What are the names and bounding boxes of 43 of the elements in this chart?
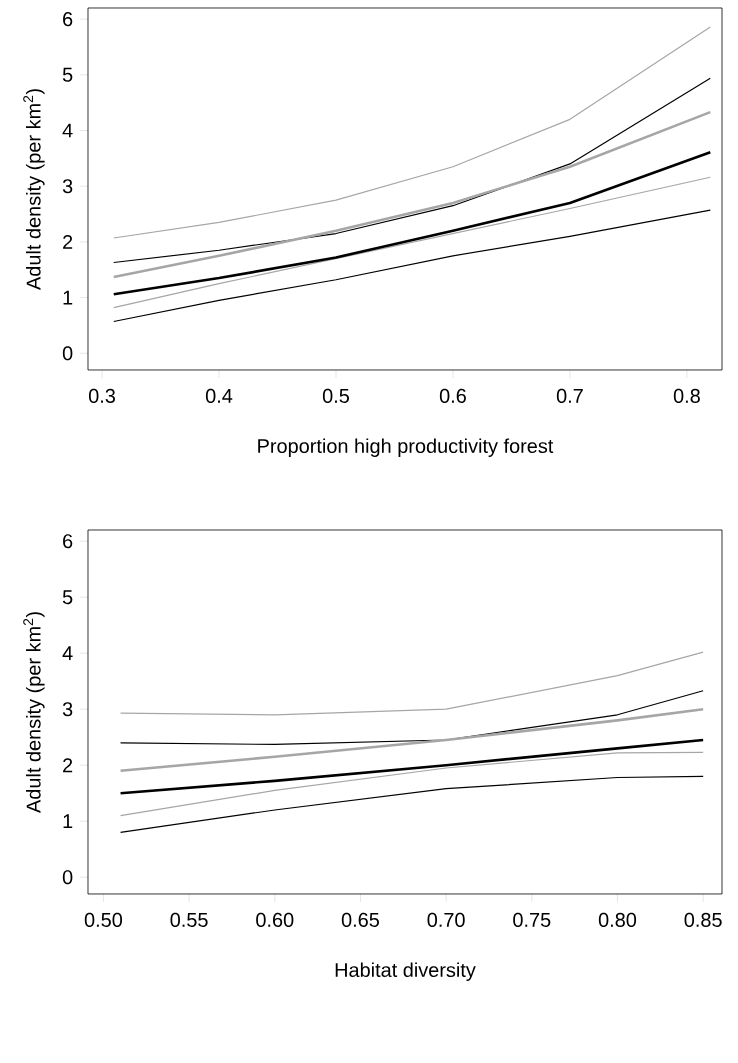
x-tick-label: 0.55: [170, 912, 208, 927]
x-axis-title: Proportion high productivity forest: [258, 438, 554, 457]
line-series: [112, 110, 712, 279]
y-tick-label: 1: [63, 814, 73, 829]
line-series: [119, 751, 704, 817]
x-tick-label: 0.75: [513, 912, 551, 927]
x-tick-label: 0.50: [84, 912, 123, 927]
x-axis-title: Habitat diversity: [335, 962, 476, 981]
line-series: [112, 150, 712, 296]
line-series: [119, 690, 704, 746]
y-axis-title: Adult density (per km$^{2}$): [23, 612, 45, 813]
x-tick-label: 0.7: [556, 388, 583, 403]
x-tick-label: 0.85: [684, 912, 722, 927]
x-tick-label: 0.70: [427, 912, 465, 927]
y-tick-label: 5: [62, 67, 73, 82]
x-tick-label: 0.6: [439, 388, 466, 403]
x-tick-label: 0.3: [88, 388, 116, 403]
y-tick-label: 4: [62, 123, 73, 138]
y-tick-label: 5: [62, 590, 73, 605]
y-tick-label: 2: [63, 234, 73, 249]
x-tick-label: 0.8: [673, 388, 700, 403]
x-tick-label: 0.60: [256, 912, 294, 927]
line-series: [113, 77, 711, 264]
x-tick-label: 0.80: [598, 912, 637, 927]
y-tick-label: 3: [62, 179, 73, 194]
line-series: [113, 26, 711, 239]
y-tick-label: 6: [63, 534, 73, 549]
line-series: [119, 775, 704, 833]
y-tick-label: 6: [63, 12, 73, 27]
x-tick-label: 0.4: [205, 388, 233, 403]
line-series: [119, 738, 705, 795]
line-series: [119, 707, 705, 773]
y-tick-label: 3: [62, 702, 73, 717]
y-tick-label: 4: [62, 646, 73, 661]
line-series: [113, 209, 711, 323]
x-tick-label: 0.65: [341, 912, 379, 927]
y-tick-label: 2: [63, 758, 73, 773]
x-tick-label: 0.5: [322, 388, 350, 403]
y-tick-label: 0: [62, 346, 73, 361]
y-axis-title: Adult density (per km$^{2}$): [23, 89, 45, 290]
line-series: [119, 651, 704, 716]
y-tick-label: 0: [62, 870, 73, 885]
y-tick-label: 1: [63, 290, 73, 305]
